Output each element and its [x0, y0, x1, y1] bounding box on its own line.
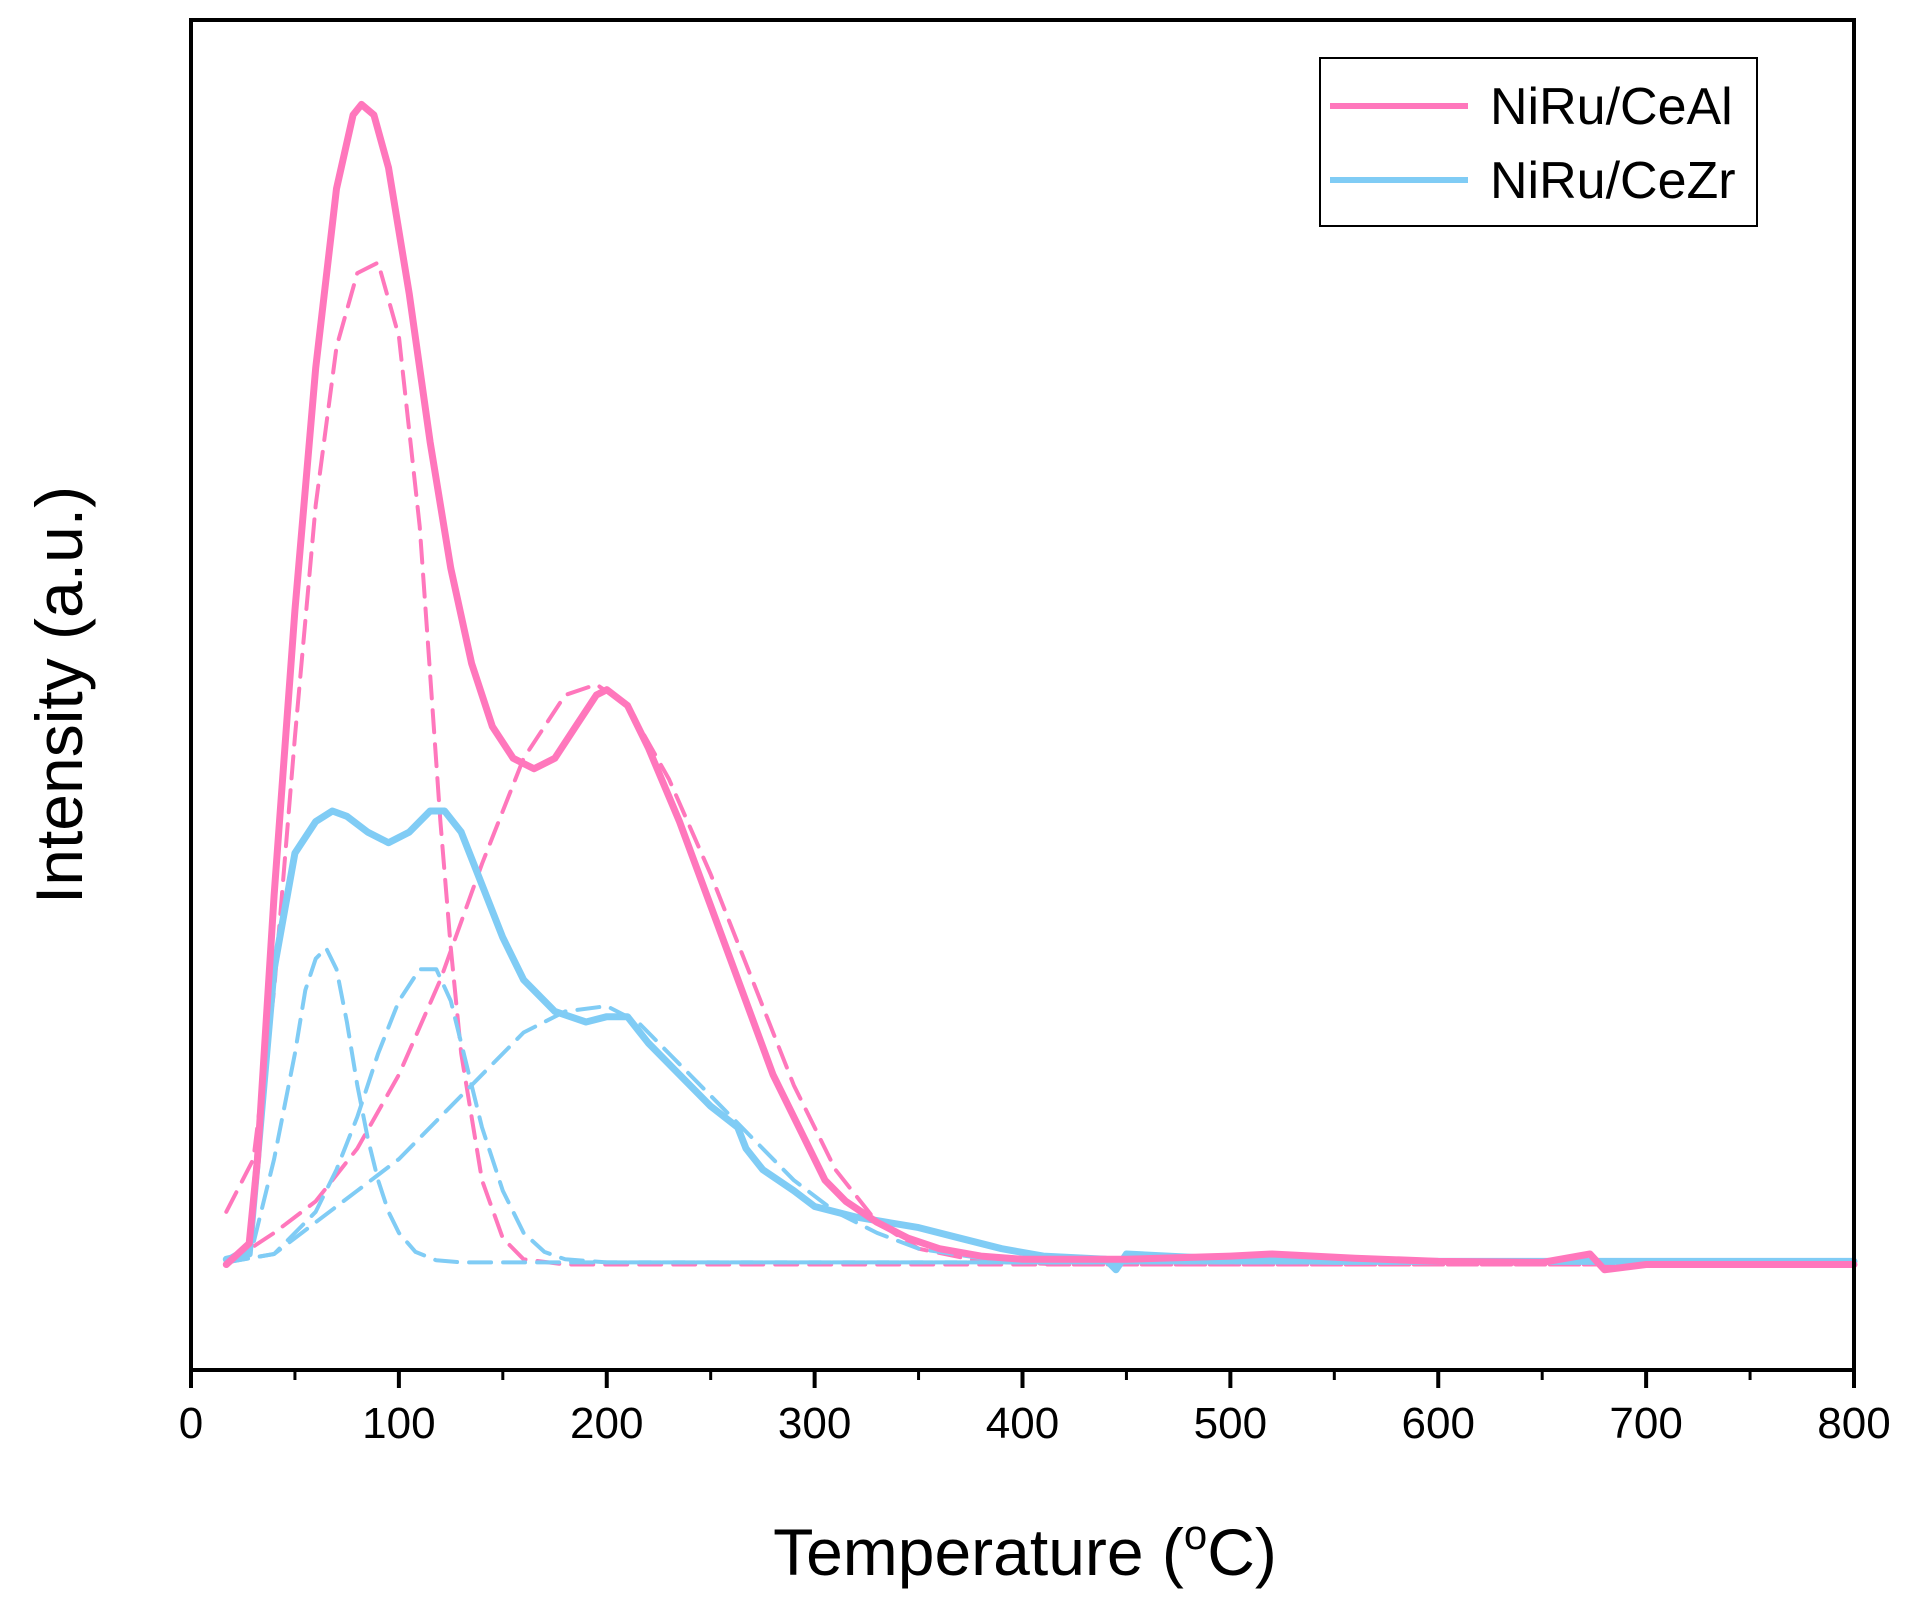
x-tick-label: 300: [778, 1399, 851, 1448]
fit-curve-dashed-2: [224, 260, 1856, 1267]
fit-curve-dashed-4: [224, 946, 1856, 1265]
series-layer: [222, 100, 1858, 1274]
series-line-niru-ceal: [222, 100, 1858, 1274]
x-axis-ticks: 0 100 200 300 400 500 600 700 800: [179, 1370, 1891, 1448]
x-tick-label: 200: [570, 1399, 643, 1448]
x-axis-title-superscript: o: [1184, 1511, 1207, 1558]
x-tick-label: 0: [179, 1399, 203, 1448]
fit-curve-dashed-5: [224, 967, 1856, 1265]
x-tick-label: 100: [362, 1399, 435, 1448]
legend: NiRu/CeAl NiRu/CeZr: [1319, 57, 1758, 227]
x-tick-label: 400: [986, 1399, 1059, 1448]
x-tick-label: 700: [1609, 1399, 1682, 1448]
x-axis-title: Temperature (oC): [773, 1511, 1277, 1589]
x-tick-label: 600: [1402, 1399, 1475, 1448]
legend-label-niru-cezr: NiRu/CeZr: [1490, 152, 1736, 210]
x-tick-label: 800: [1817, 1399, 1890, 1448]
x-axis-title-suffix: C): [1207, 1515, 1277, 1589]
y-axis-title: Intensity (a.u.): [22, 486, 96, 904]
legend-label-niru-ceal: NiRu/CeAl: [1490, 78, 1733, 136]
legend-box: [1319, 57, 1758, 227]
x-tick-label: 500: [1194, 1399, 1267, 1448]
